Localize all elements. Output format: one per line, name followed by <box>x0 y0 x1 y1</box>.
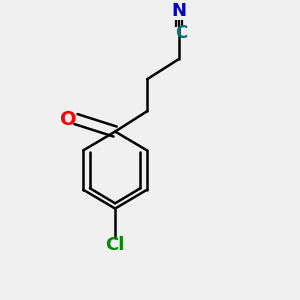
Text: N: N <box>172 2 187 20</box>
Text: O: O <box>60 110 77 129</box>
Text: C: C <box>175 24 188 42</box>
Text: Cl: Cl <box>105 236 125 254</box>
